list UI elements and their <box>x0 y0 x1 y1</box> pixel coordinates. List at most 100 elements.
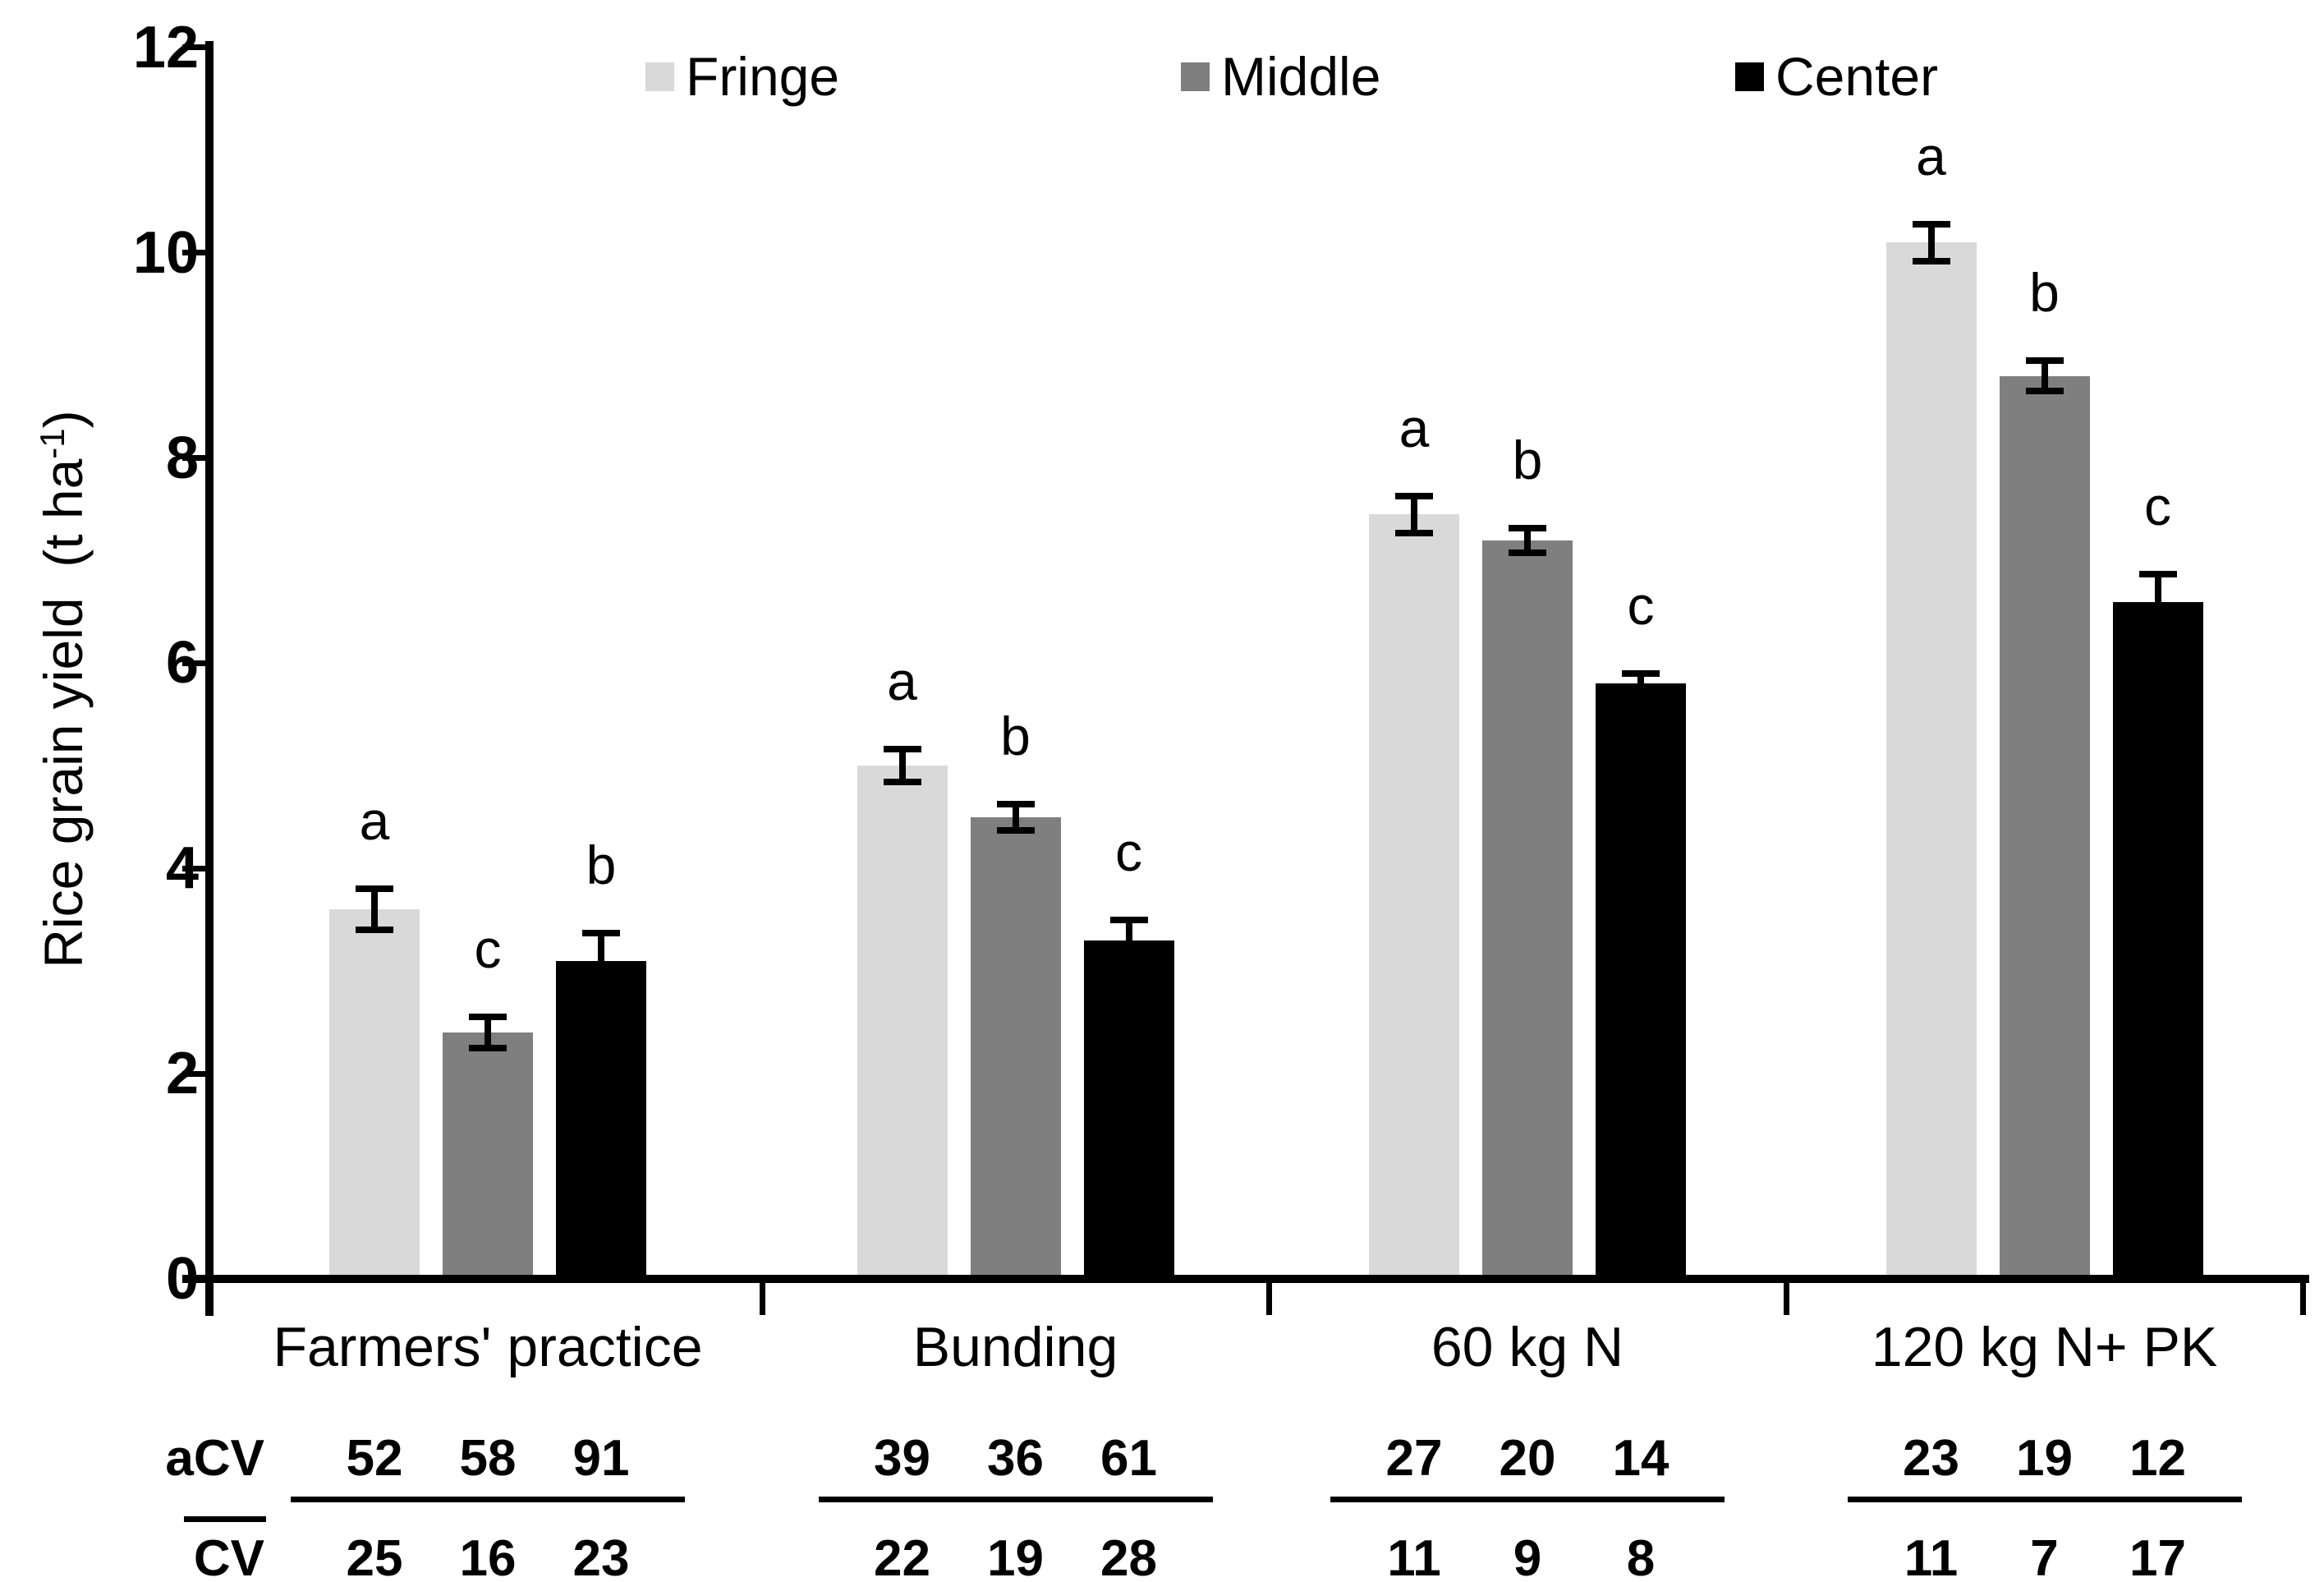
error-bar-middle-2 <box>1524 527 1531 553</box>
y-tick-8 <box>182 455 214 462</box>
error-bar-center-3 <box>2154 573 2161 630</box>
bar-fringe-2 <box>1369 514 1459 1279</box>
error-bar-middle-1 <box>1012 803 1019 831</box>
bar-center-3 <box>2112 601 2203 1279</box>
error-cap-top-fringe-0 <box>356 885 393 893</box>
sig-letter-fringe-0: a <box>359 790 390 852</box>
error-cap-top-center-3 <box>2138 570 2177 577</box>
cv-value-1-1: 19 <box>987 1530 1044 1582</box>
error-cap-top-fringe-3 <box>1912 220 1950 228</box>
cv-value-0-1: 16 <box>459 1530 517 1582</box>
y-axis-title-superscript: -1 <box>33 428 71 459</box>
acv-value-3-0: 23 <box>1903 1430 1959 1487</box>
bar-middle-3 <box>1999 375 2090 1279</box>
y-axis-line <box>205 41 214 1316</box>
error-bar-fringe-3 <box>1927 223 1935 261</box>
fraction-line-2 <box>1330 1497 1725 1502</box>
cv-value-2-0: 11 <box>1387 1530 1441 1582</box>
error-cap-top-fringe-2 <box>1395 492 1433 499</box>
error-bar-middle-0 <box>485 1017 491 1048</box>
acv-value-2-2: 14 <box>1612 1430 1670 1487</box>
legend-label-middle: Middle <box>1221 46 1381 107</box>
error-cap-top-middle-1 <box>996 800 1035 807</box>
legend-label-fringe: Fringe <box>686 46 840 107</box>
y-tick-10 <box>182 250 214 256</box>
sig-letter-center-3: c <box>2144 475 2171 536</box>
y-tick-label-4: 4 <box>165 835 199 902</box>
error-cap-bottom-middle-3 <box>2025 388 2064 395</box>
error-cap-bottom-middle-0 <box>469 1044 507 1051</box>
cv-value-2-1: 9 <box>1513 1530 1542 1582</box>
error-cap-bottom-fringe-2 <box>1395 529 1433 536</box>
error-cap-bottom-center-1 <box>1109 957 1148 964</box>
bar-center-2 <box>1596 683 1686 1279</box>
acv-value-3-1: 19 <box>2016 1430 2073 1487</box>
group-separator-1 <box>759 1279 765 1315</box>
fraction-line-1 <box>818 1497 1213 1502</box>
fraction-line-0 <box>291 1497 685 1502</box>
sig-letter-middle-1: b <box>1000 705 1031 766</box>
error-bar-fringe-0 <box>371 889 378 931</box>
acv-value-1-0: 39 <box>874 1430 930 1487</box>
error-cap-bottom-center-3 <box>2138 626 2177 633</box>
category-label-0: Farmers' practice <box>273 1316 703 1378</box>
y-tick-label-8: 8 <box>165 425 199 491</box>
sig-letter-middle-3: b <box>2029 261 2060 323</box>
acv-value-2-1: 20 <box>1499 1430 1556 1487</box>
legend-item-fringe: Fringe <box>645 48 839 105</box>
fraction-line-3 <box>1847 1497 2242 1502</box>
error-cap-top-middle-3 <box>2025 356 2064 364</box>
legend-swatch-middle <box>1181 62 1210 91</box>
sig-letter-fringe-2: a <box>1399 397 1430 458</box>
y-tick-label-6: 6 <box>165 630 199 697</box>
y-tick-label-10: 10 <box>132 219 199 286</box>
error-cap-bottom-fringe-1 <box>883 779 921 786</box>
error-cap-bottom-center-0 <box>582 985 620 992</box>
y-tick-4 <box>182 865 214 871</box>
category-label-1: Bunding <box>912 1316 1118 1378</box>
sig-letter-center-1: c <box>1115 821 1142 882</box>
cv-value-0-2: 23 <box>572 1530 630 1582</box>
bar-fringe-1 <box>857 766 948 1279</box>
error-bar-middle-3 <box>2041 360 2048 392</box>
cv-value-2-2: 8 <box>1626 1530 1656 1582</box>
error-bar-fringe-1 <box>898 749 906 783</box>
acv-value-0-0: 52 <box>346 1430 403 1487</box>
acv-value-0-2: 91 <box>572 1430 630 1487</box>
bar-fringe-3 <box>1885 242 1977 1279</box>
acv-value-1-2: 61 <box>1100 1430 1157 1487</box>
error-bar-center-1 <box>1125 919 1132 961</box>
cv-value-1-0: 22 <box>874 1530 930 1582</box>
bar-center-1 <box>1083 940 1174 1279</box>
error-cap-bottom-fringe-0 <box>356 927 393 934</box>
y-tick-2 <box>182 1070 214 1077</box>
cv-label-fraction-line <box>184 1516 266 1522</box>
sig-letter-middle-0: c <box>474 918 502 980</box>
bar-middle-0 <box>443 1032 533 1279</box>
bar-center-0 <box>556 960 646 1279</box>
error-cap-top-center-2 <box>1622 669 1660 677</box>
error-cap-bottom-middle-2 <box>1509 549 1546 556</box>
acv-value-3-2: 12 <box>2129 1430 2186 1487</box>
legend-label-center: Center <box>1775 46 1939 107</box>
y-tick-label-0: 0 <box>67 1249 199 1308</box>
sig-letter-center-0: b <box>586 835 617 896</box>
group-separator-4 <box>2299 1279 2306 1315</box>
bar-middle-2 <box>1482 540 1573 1279</box>
error-bar-center-0 <box>598 933 604 989</box>
x-axis-line <box>182 1275 2309 1283</box>
acv-value-1-1: 36 <box>987 1430 1044 1487</box>
sig-letter-center-2: c <box>1627 574 1655 636</box>
bar-fringe-0 <box>329 909 420 1279</box>
error-cap-top-center-0 <box>582 930 620 937</box>
group-separator-2 <box>1265 1279 1272 1315</box>
y-tick-label-2: 2 <box>165 1041 199 1107</box>
y-tick-label-12: 12 <box>132 14 199 80</box>
legend-item-center: Center <box>1735 48 1938 105</box>
error-cap-top-middle-0 <box>469 1014 507 1021</box>
acv-row-label: aCV <box>165 1430 264 1487</box>
bar-middle-1 <box>970 816 1061 1279</box>
error-cap-bottom-center-2 <box>1622 690 1660 697</box>
error-bar-center-2 <box>1637 673 1644 694</box>
